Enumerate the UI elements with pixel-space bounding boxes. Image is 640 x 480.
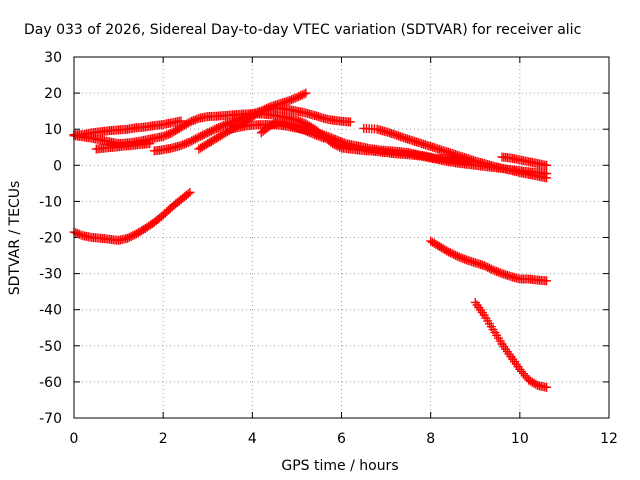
- grid: [74, 57, 609, 418]
- data-point: [319, 133, 329, 143]
- y-tick-label: -60: [39, 375, 62, 391]
- x-tick-label: 12: [600, 431, 618, 447]
- y-tick-label: -50: [39, 339, 62, 355]
- plot-frame: [73, 56, 610, 419]
- x-tick-label: 10: [511, 431, 529, 447]
- data-series: [497, 152, 552, 170]
- data-point: [299, 89, 309, 99]
- data-point: [145, 139, 155, 149]
- data-series: [194, 88, 311, 154]
- data-point: [345, 117, 355, 127]
- x-tick-label: 8: [426, 431, 435, 447]
- data-point: [542, 173, 552, 183]
- y-tick-label: -20: [39, 231, 62, 247]
- x-tick-label: 0: [70, 431, 79, 447]
- data-series: [69, 187, 195, 245]
- y-tick-label: 30: [44, 50, 62, 66]
- y-tick-label: 0: [53, 158, 62, 174]
- data-series: [256, 117, 329, 143]
- data-point: [185, 187, 195, 197]
- x-tick-label: 6: [337, 431, 346, 447]
- plot-area: [69, 88, 552, 392]
- y-tick-label: -40: [39, 303, 62, 319]
- x-tick-label: 2: [159, 431, 168, 447]
- data-series: [470, 297, 552, 392]
- data-series: [426, 236, 552, 286]
- data-point: [542, 382, 552, 392]
- chart-title: Day 033 of 2026, Sidereal Day-to-day VTE…: [24, 22, 581, 38]
- y-tick-label: -30: [39, 267, 62, 283]
- x-tick-label: 4: [248, 431, 257, 447]
- y-tick-label: -70: [39, 411, 62, 427]
- y-tick-label: -10: [39, 194, 62, 210]
- data-point: [317, 133, 327, 143]
- y-axis-label: SDTVAR / TECUs: [7, 181, 23, 296]
- tick-labels: 0 2 4 6 8 10 12 -70 -60 -50 -40 -30 -20 -10 0 10 20 30: [39, 50, 618, 447]
- data-series: [91, 139, 155, 154]
- y-tick-label: 20: [44, 86, 62, 102]
- y-tick-label: 10: [44, 122, 62, 138]
- data-point: [542, 160, 552, 170]
- data-series: [359, 123, 552, 183]
- data-point: [183, 189, 193, 199]
- data-point: [542, 276, 552, 286]
- x-axis-label: GPS time / hours: [281, 458, 398, 474]
- data-point: [301, 88, 311, 98]
